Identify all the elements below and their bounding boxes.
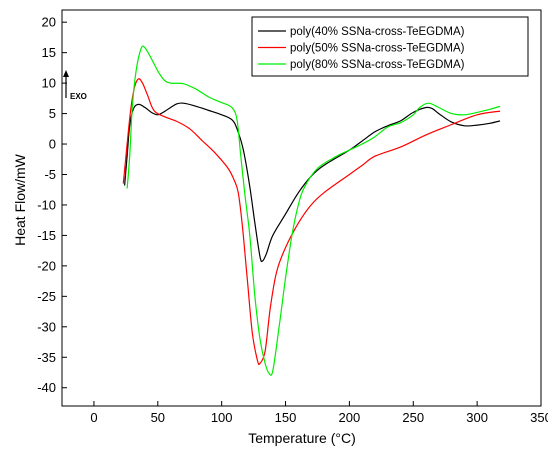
legend-item: poly(40% SSNa-cross-TeEGDMA) [258,26,465,38]
series-line-2 [122,78,501,366]
series-line-1 [124,102,501,263]
y-tick-label: 5 [49,106,56,121]
series-line-3 [126,45,501,376]
legend-item: poly(80% SSNa-cross-TeEGDMA) [258,59,465,71]
plot-frame [61,9,542,407]
exo-arrow-icon [63,70,69,77]
y-tick-label: -20 [37,258,56,273]
x-axis-title: Temperature (°C) [248,430,356,446]
x-tick-label: 200 [339,410,361,425]
legend-label: poly(80% SSNa-cross-TeEGDMA) [290,59,465,71]
y-tick-label: -25 [37,289,56,304]
y-tick-label: -10 [37,197,56,212]
legend-items: poly(40% SSNa-cross-TeEGDMA) poly(50% SSN… [258,26,465,71]
x-tick-label: 150 [275,410,297,425]
y-tick-label: -30 [37,319,56,334]
y-tick-label: -5 [44,167,56,182]
x-tick-label: 350 [530,410,548,425]
series-layer [122,45,501,376]
y-tick-label: 15 [42,45,56,60]
x-tick-label: 100 [211,410,233,425]
y-axis-title: Heat Flow/mW [12,153,28,246]
legend: poly(40% SSNa-cross-TeEGDMA) poly(50% SSN… [251,16,529,77]
y-tick-label: -15 [37,228,56,243]
legend-item: poly(50% SSNa-cross-TeEGDMA) [258,43,465,55]
exo-annotation: EXO [63,70,87,101]
y-tick-label: -35 [37,350,56,365]
axis-ticks: 05010015020025030035020151050-5-10-15-20… [37,15,548,425]
y-tick-label: -40 [37,380,56,395]
y-tick-label: 0 [49,137,56,152]
legend-box [251,16,529,77]
exo-label: EXO [70,92,87,101]
x-tick-label: 0 [90,410,97,425]
x-tick-label: 50 [151,410,165,425]
y-tick-label: 10 [42,76,56,91]
x-tick-label: 300 [466,410,488,425]
legend-label: poly(40% SSNa-cross-TeEGDMA) [290,26,465,38]
legend-label: poly(50% SSNa-cross-TeEGDMA) [290,43,465,55]
x-tick-label: 250 [402,410,424,425]
y-tick-label: 20 [42,15,56,30]
